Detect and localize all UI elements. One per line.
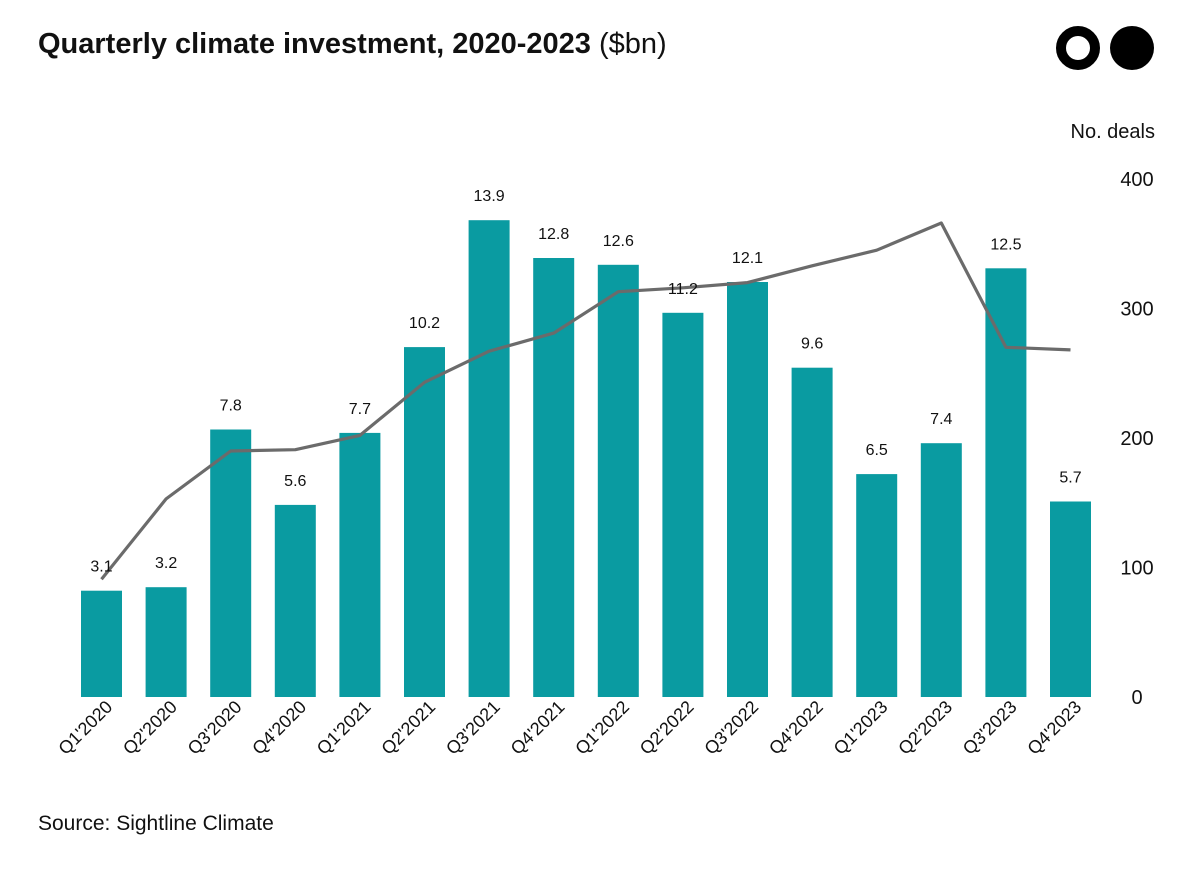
bar-Q2'2022 — [662, 312, 704, 697]
bar-Q3'2022 — [727, 282, 768, 697]
x-tick-label: Q3'2020 — [184, 697, 246, 759]
bar-Q1'2022 — [597, 264, 639, 697]
x-tick-label: Q1'2023 — [830, 697, 892, 759]
bar-Q2'2020 — [145, 587, 187, 697]
bar-value-label: 3.1 — [90, 559, 112, 576]
bar-value-label: 9.6 — [801, 336, 823, 353]
bar-value-label: 3.2 — [155, 555, 177, 572]
x-tick-label: Q4'2020 — [248, 697, 310, 759]
x-tick-label: Q4'2023 — [1023, 697, 1085, 759]
bar-Q2'2023 — [920, 443, 962, 697]
logo-dot — [1110, 26, 1154, 70]
logo-ring — [1056, 26, 1100, 70]
bar-value-label: 12.1 — [732, 250, 763, 267]
source-note: Source: Sightline Climate — [38, 812, 274, 835]
bars-layer — [81, 220, 1091, 697]
bar-Q1'2023 — [856, 474, 898, 697]
x-tick-label: Q2'2022 — [636, 697, 698, 759]
x-tick-label: Q3'2023 — [959, 697, 1021, 759]
bar-value-label: 5.7 — [1059, 470, 1081, 487]
x-tick-label: Q4'2022 — [765, 697, 827, 759]
bar-Q3'2020 — [210, 429, 252, 697]
bar-Q2'2021 — [404, 347, 445, 697]
labels-layer: 3.1 3.2 7.8 5.6 7.7 10.2 13.9 12.8 12.6 11.2 12.1 9… — [90, 188, 1081, 576]
bar-value-label: 7.4 — [930, 411, 952, 428]
right-axis-title: No. deals — [1071, 121, 1156, 143]
right-tick-label: 400 — [1120, 169, 1153, 191]
bar-Q3'2023 — [985, 268, 1027, 697]
right-tick-label: 100 — [1120, 558, 1153, 580]
x-tick-label: Q2'2023 — [894, 697, 956, 759]
x-tick-label: Q3'2021 — [442, 697, 504, 759]
chart-title-unit: ($bn) — [598, 28, 667, 60]
bar-value-label: 12.6 — [603, 233, 634, 250]
bar-Q4'2022 — [791, 367, 833, 697]
right-tick-label: 0 — [1131, 687, 1142, 709]
x-tick-label: Q4'2021 — [507, 697, 569, 759]
chart-title: Quarterly climate investment, 2020-2023 … — [38, 28, 667, 61]
bar-Q3'2021 — [468, 220, 510, 697]
right-tick-label: 300 — [1120, 299, 1153, 321]
chart-title-main: Quarterly climate investment, 2020-2023 — [38, 28, 591, 60]
bar-value-label: 12.8 — [538, 226, 569, 243]
bar-Q4'2020 — [274, 504, 316, 697]
line-layer — [100, 221, 1071, 581]
x-tick-label: Q2'2020 — [119, 697, 181, 759]
bar-Q1'2020 — [81, 590, 122, 697]
bar-value-label: 7.8 — [220, 398, 242, 415]
right-tick-label: 200 — [1120, 428, 1153, 450]
bar-Q1'2021 — [339, 432, 381, 697]
deals-line — [100, 221, 1071, 581]
bar-value-label: 13.9 — [474, 188, 505, 205]
bar-value-label: 6.5 — [866, 442, 888, 459]
bar-Q4'2023 — [1050, 501, 1091, 697]
bar-value-label: 5.6 — [284, 473, 306, 490]
x-tick-label: Q1'2022 — [571, 697, 633, 759]
x-tick-label: Q1'2021 — [313, 697, 375, 759]
bar-value-label: 10.2 — [409, 315, 440, 332]
bar-value-label: 12.5 — [990, 236, 1021, 253]
x-tick-label: Q3'2022 — [700, 697, 762, 759]
bar-value-label: 11.2 — [668, 281, 698, 298]
x-tick-label: Q1'2020 — [54, 697, 116, 759]
bar-value-label: 7.7 — [349, 401, 371, 418]
brand-logo — [1056, 26, 1154, 70]
x-tick-label: Q2'2021 — [377, 697, 439, 759]
bar-Q4'2021 — [533, 258, 575, 697]
